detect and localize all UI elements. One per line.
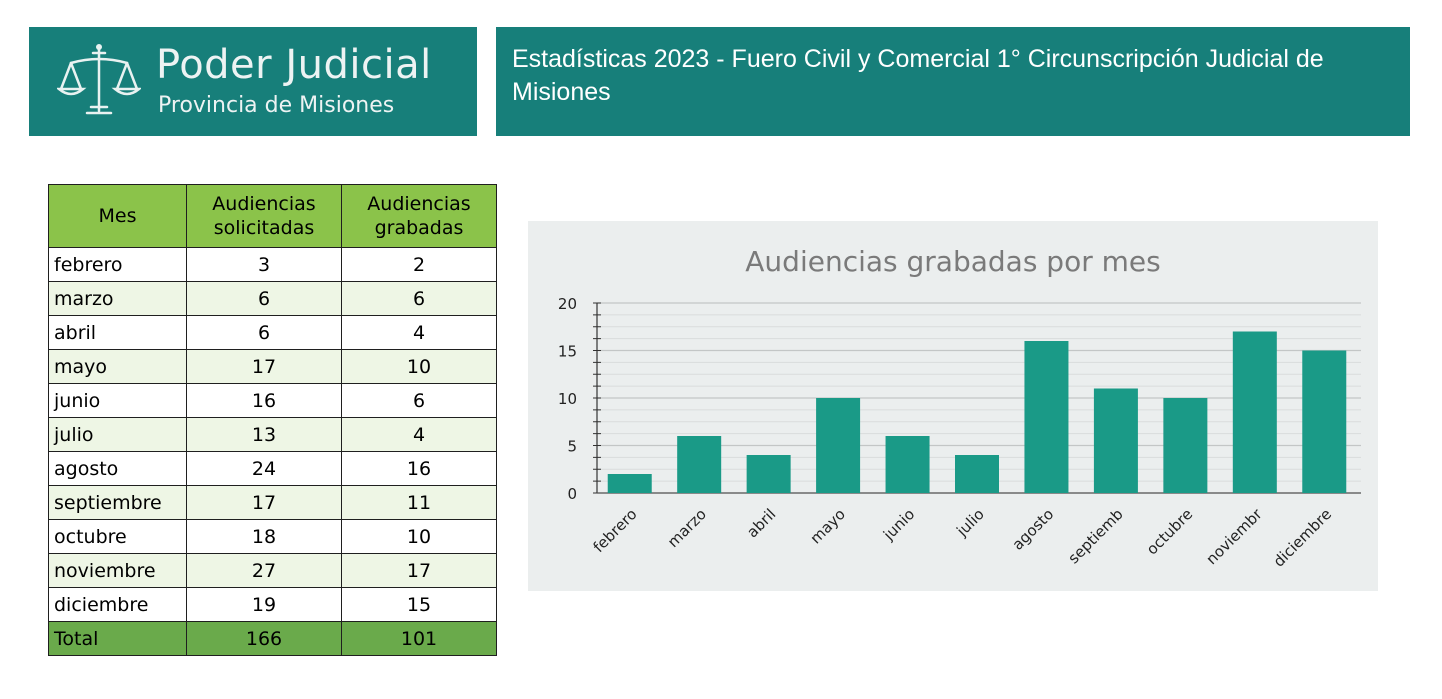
bar (746, 455, 791, 493)
statistics-table: Mes Audiencias solicitadas Audiencias gr… (48, 184, 497, 656)
cell-requested: 27 (186, 553, 342, 588)
report-title: Estadísticas 2023 - Fuero Civil y Comerc… (512, 45, 1324, 106)
cell-recorded: 10 (341, 519, 497, 554)
x-tick-label: marzo (664, 505, 710, 551)
cell-month: mayo (48, 349, 187, 384)
bar (677, 436, 722, 493)
cell-month: noviembre (48, 553, 187, 588)
brand-banner: Poder Judicial Provincia de Misiones (29, 27, 477, 136)
cell-requested: 19 (186, 587, 342, 622)
cell-month: agosto (48, 451, 187, 486)
bar (1093, 388, 1138, 493)
cell-total-recorded: 101 (341, 621, 497, 656)
y-tick-label: 5 (567, 438, 577, 456)
cell-requested: 24 (186, 451, 342, 486)
table-row: octubre 18 10 (48, 519, 497, 554)
cell-month: marzo (48, 281, 187, 316)
x-tick-label: febrero (590, 505, 641, 556)
brand-subtitle: Provincia de Misiones (158, 93, 395, 118)
cell-recorded: 4 (341, 417, 497, 452)
cell-month: diciembre (48, 587, 187, 622)
cell-recorded: 2 (341, 247, 497, 282)
cell-recorded: 17 (341, 553, 497, 588)
x-tick-label: junio (879, 505, 918, 544)
table-row: julio 13 4 (48, 417, 497, 452)
bar (816, 398, 861, 493)
chart-panel: Audiencias grabadas por mes 0 5 10 15 20 febr… (528, 221, 1378, 591)
cell-requested: 18 (186, 519, 342, 554)
column-header-requested: Audiencias solicitadas (186, 184, 342, 248)
cell-recorded: 4 (341, 315, 497, 350)
bar (1302, 350, 1347, 493)
x-tick-label: diciembre (1270, 505, 1335, 570)
cell-recorded: 10 (341, 349, 497, 384)
table-row: diciembre 19 15 (48, 587, 497, 622)
cell-month: abril (48, 315, 187, 350)
chart-title: Audiencias grabadas por mes (745, 245, 1161, 278)
column-header-month: Mes (48, 184, 187, 248)
x-tick-label: noviembr (1203, 505, 1267, 569)
cell-recorded: 15 (341, 587, 497, 622)
bar-chart: 0 5 10 15 20 febrero marzo abril mayo junio julio a… (558, 295, 1361, 571)
x-tick-label: julio (952, 505, 987, 540)
x-tick-label: abril (743, 505, 779, 541)
total-row: Total 166 101 (48, 621, 497, 656)
bar (607, 474, 652, 493)
cell-recorded: 6 (341, 281, 497, 316)
cell-recorded: 6 (341, 383, 497, 418)
y-tick-label: 20 (558, 295, 577, 313)
cell-recorded: 11 (341, 485, 497, 520)
table-row: marzo 6 6 (48, 281, 497, 316)
cell-requested: 6 (186, 281, 342, 316)
scales-of-justice-icon (57, 44, 141, 115)
bar (1163, 398, 1208, 493)
x-tick-label: agosto (1009, 505, 1058, 554)
column-header-recorded: Audiencias grabadas (341, 184, 497, 248)
bar (1024, 341, 1069, 493)
cell-month: junio (48, 383, 187, 418)
cell-total-label: Total (48, 621, 187, 656)
x-tick-label: septiemb (1065, 505, 1127, 567)
brand-title: Poder Judicial (156, 42, 432, 88)
y-tick-label: 0 (567, 485, 577, 503)
cell-recorded: 16 (341, 451, 497, 486)
cell-month: septiembre (48, 485, 187, 520)
cell-month: febrero (48, 247, 187, 282)
y-tick-label: 10 (558, 390, 577, 408)
cell-month: julio (48, 417, 187, 452)
cell-total-requested: 166 (186, 621, 342, 656)
cell-requested: 17 (186, 485, 342, 520)
table-row: abril 6 4 (48, 315, 497, 350)
table-row: septiembre 17 11 (48, 485, 497, 520)
bar (955, 455, 999, 493)
y-tick-label: 15 (558, 343, 577, 361)
cell-requested: 13 (186, 417, 342, 452)
table-row: mayo 17 10 (48, 349, 497, 384)
bar (1232, 331, 1277, 493)
table-row: febrero 3 2 (48, 247, 497, 282)
table-row: agosto 24 16 (48, 451, 497, 486)
x-tick-label: mayo (807, 505, 849, 547)
table-header-row: Mes Audiencias solicitadas Audiencias gr… (48, 184, 497, 248)
report-banner: Estadísticas 2023 - Fuero Civil y Comerc… (496, 27, 1410, 136)
cell-month: octubre (48, 519, 187, 554)
cell-requested: 3 (186, 247, 342, 282)
cell-requested: 6 (186, 315, 342, 350)
cell-requested: 17 (186, 349, 342, 384)
table-row: junio 16 6 (48, 383, 497, 418)
bar (885, 436, 930, 493)
table-row: noviembre 27 17 (48, 553, 497, 588)
x-tick-label: octubre (1143, 505, 1196, 558)
cell-requested: 16 (186, 383, 342, 418)
